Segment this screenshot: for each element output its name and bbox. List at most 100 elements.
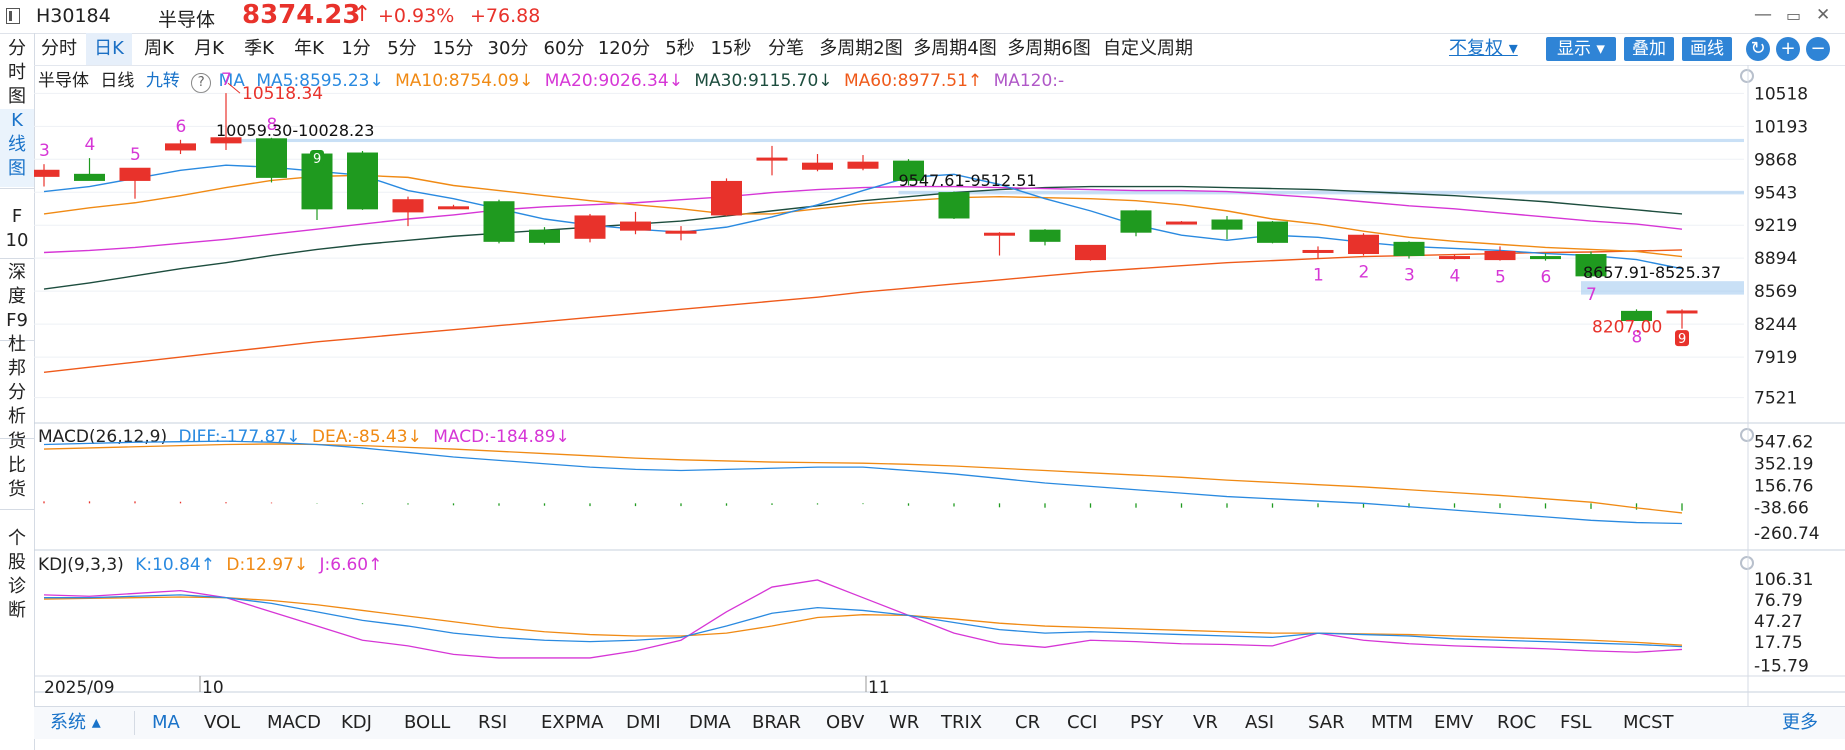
- overlay-button[interactable]: 叠加: [1624, 37, 1674, 61]
- candle-body: [574, 215, 606, 239]
- y-tick-label: 8244: [1754, 315, 1797, 335]
- period-16[interactable]: 多周期4图: [913, 38, 997, 59]
- support-zone-1: [216, 138, 1744, 143]
- zone-2-label: 9547.61-9512.51: [899, 171, 1037, 190]
- tab-system[interactable]: 系统 ▴: [50, 712, 101, 733]
- sidebar-item-3[interactable]: 深 度 F9: [6, 262, 28, 331]
- period-12[interactable]: 5秒: [665, 38, 695, 59]
- kdj-k: K:10.84↑: [135, 555, 215, 575]
- tab-dmi[interactable]: DMI: [626, 712, 661, 733]
- tab-cr[interactable]: CR: [1015, 712, 1041, 733]
- candle-body: [893, 160, 924, 181]
- tab-trix[interactable]: TRIX: [941, 712, 983, 733]
- tab-roc[interactable]: ROC: [1497, 712, 1537, 733]
- sequence-label-bottom: 5: [1495, 268, 1506, 288]
- kdj-settings-icon[interactable]: [1740, 556, 1754, 570]
- period-10[interactable]: 60分: [543, 38, 585, 59]
- period-13[interactable]: 15秒: [710, 38, 752, 59]
- candle-body: [1166, 221, 1197, 225]
- period-4[interactable]: 季K: [244, 38, 274, 59]
- jiuzhuan-toggle[interactable]: 九转: [145, 71, 180, 91]
- kdj-name[interactable]: KDJ(9,3,3): [38, 555, 124, 575]
- tab-kdj[interactable]: KDJ: [341, 712, 372, 733]
- tab-cci[interactable]: CCI: [1067, 712, 1098, 733]
- last-price: 8374.23: [242, 0, 361, 30]
- help-icon[interactable]: ?: [191, 73, 212, 93]
- tab-more[interactable]: 更多: [1782, 712, 1818, 733]
- macd-y-tick-label: -38.66: [1754, 499, 1809, 519]
- tab-fsl[interactable]: FSL: [1560, 712, 1592, 733]
- macd-y-tick-label: 156.76: [1754, 477, 1813, 497]
- tab-emv[interactable]: EMV: [1434, 712, 1474, 733]
- period-0[interactable]: 分时: [41, 38, 77, 59]
- macd-settings-icon[interactable]: [1740, 428, 1754, 442]
- tab-expma[interactable]: EXPMA: [541, 712, 604, 733]
- period-15[interactable]: 多周期2图: [819, 38, 903, 59]
- sequence-label-top: 6: [176, 117, 187, 137]
- tab-vr[interactable]: VR: [1193, 712, 1218, 733]
- candle-body: [1302, 249, 1334, 253]
- sequence-label-bottom: 2: [1359, 263, 1370, 283]
- macd-dea-line: [43, 443, 1683, 514]
- tab-brar[interactable]: BRAR: [752, 712, 801, 733]
- draw-button[interactable]: 画线: [1682, 37, 1732, 61]
- tab-boll[interactable]: BOLL: [404, 712, 451, 733]
- indicator-tabs: 系统 ▴ MA VOL MACD KDJ BOLL RSI EXPMA DMI DMA BRAR OB…: [34, 706, 1845, 739]
- sidebar-item-4[interactable]: 杜 邦 分 析: [8, 334, 26, 427]
- period-11[interactable]: 120分: [597, 38, 651, 59]
- y-tick-label: 9868: [1754, 150, 1797, 170]
- tab-ma[interactable]: MA: [152, 712, 180, 733]
- candle-body: [1621, 310, 1652, 322]
- candle-body: [1211, 219, 1243, 230]
- tab-psy[interactable]: PSY: [1130, 712, 1164, 733]
- nine-bottom-marker-text: 9: [1678, 332, 1686, 347]
- sidebar-item-2[interactable]: F 10: [5, 206, 29, 251]
- close-icon[interactable]: ✕: [1816, 5, 1831, 25]
- restore-icon[interactable]: ▭: [1786, 6, 1802, 25]
- ma-label[interactable]: MA: [218, 71, 245, 91]
- sequence-label-bottom: 7: [1586, 285, 1597, 305]
- sequence-label-top: 8: [267, 115, 278, 135]
- tab-vol[interactable]: VOL: [204, 712, 241, 733]
- period-6[interactable]: 1分: [341, 38, 371, 59]
- sidebar-item-5[interactable]: 货 比 货: [8, 431, 26, 500]
- minimize-icon[interactable]: —: [1754, 4, 1772, 25]
- nine-top-marker-text: 9: [313, 152, 321, 167]
- tab-obv[interactable]: OBV: [826, 712, 865, 733]
- period-2[interactable]: 周K: [144, 38, 174, 59]
- period-3[interactable]: 月K: [194, 38, 224, 59]
- tab-macd[interactable]: MACD: [267, 712, 321, 733]
- period-5[interactable]: 年K: [294, 38, 324, 59]
- period-18[interactable]: 自定义周期: [1103, 38, 1193, 59]
- display-button[interactable]: 显示 ▾: [1546, 37, 1616, 61]
- zoom-out-icon[interactable]: −: [1806, 37, 1830, 61]
- tab-asi[interactable]: ASI: [1245, 712, 1275, 733]
- sidebar-item-0[interactable]: 分 时 图: [8, 38, 26, 107]
- candle-body: [119, 167, 151, 181]
- tab-dma[interactable]: DMA: [689, 712, 731, 733]
- tab-mtm[interactable]: MTM: [1371, 712, 1414, 733]
- main-chart-settings-icon[interactable]: [1740, 69, 1754, 83]
- sidebar-divider: [0, 438, 34, 439]
- panel-toggle-icon[interactable]: [6, 8, 20, 24]
- x-tick-label: 11: [868, 678, 890, 698]
- refresh-icon[interactable]: ↻: [1746, 37, 1770, 61]
- adjust-type-select[interactable]: 不复权 ▾: [1449, 38, 1518, 59]
- candle-body: [1257, 221, 1288, 243]
- period-14[interactable]: 分笔: [768, 38, 804, 59]
- sidebar-item-6[interactable]: 个 股 诊 断: [8, 528, 26, 621]
- period-9[interactable]: 30分: [487, 38, 529, 59]
- kline-chart[interactable]: 1051810193986895439219889485698244791975…: [34, 65, 1845, 706]
- period-1[interactable]: 日K: [86, 33, 132, 65]
- tab-rsi[interactable]: RSI: [478, 712, 508, 733]
- period-17[interactable]: 多周期6图: [1007, 38, 1091, 59]
- zoom-in-icon[interactable]: +: [1776, 37, 1800, 61]
- tab-wr[interactable]: WR: [889, 712, 920, 733]
- tab-sar[interactable]: SAR: [1308, 712, 1345, 733]
- ma20-line: [43, 185, 1683, 254]
- y-tick-label: 7521: [1754, 389, 1797, 409]
- period-7[interactable]: 5分: [387, 38, 417, 59]
- period-8[interactable]: 15分: [432, 38, 474, 59]
- tab-mcst[interactable]: MCST: [1623, 712, 1674, 733]
- sidebar-item-1[interactable]: K 线 图: [0, 109, 34, 187]
